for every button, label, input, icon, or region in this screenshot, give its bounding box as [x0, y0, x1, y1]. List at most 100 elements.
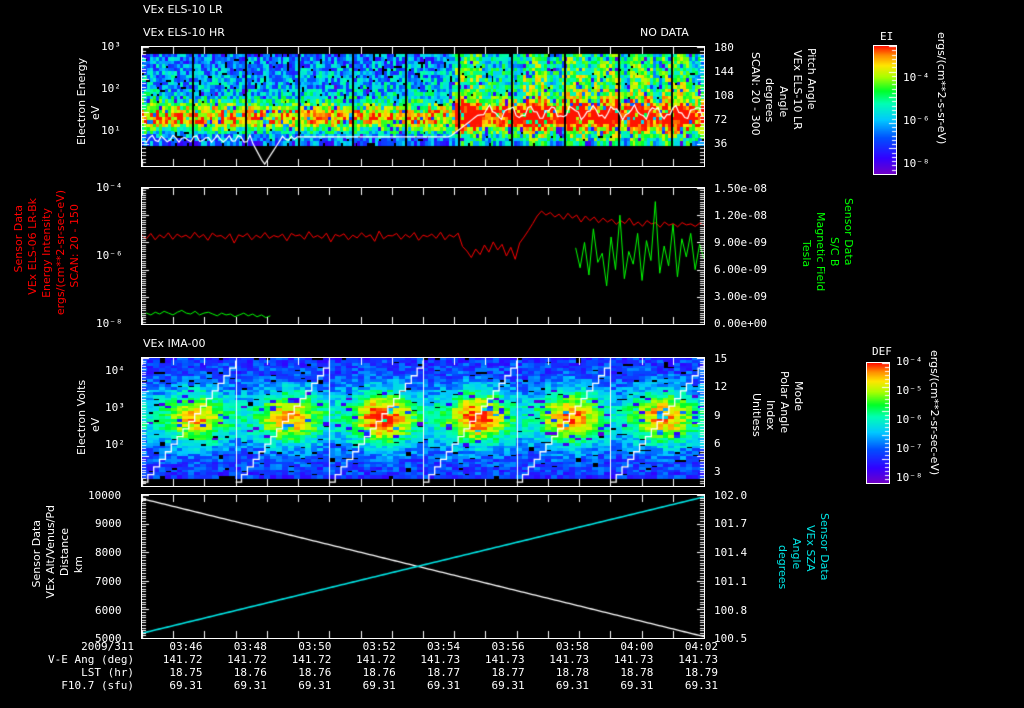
- p2-right-label-2: Magnetic Field: [814, 212, 827, 292]
- table-cell: 03:52: [362, 640, 396, 653]
- p4-rtick-2: 101.4: [714, 546, 748, 559]
- p2-rtick-0: 1.50e-08: [714, 182, 767, 195]
- table-cell: 141.73: [420, 653, 461, 666]
- table-cell: 141.72: [227, 653, 267, 666]
- table-cell: 69.31: [555, 679, 590, 692]
- colorbar1-gradient: [873, 45, 897, 175]
- p1-rtick-1: 144: [714, 65, 734, 78]
- table-cell: 03:54: [427, 640, 461, 653]
- p3-left-axis-unit: eV: [76, 408, 102, 448]
- p4-right-label-0: Sensor Data: [818, 513, 831, 581]
- p3-ytick-0: 10⁴: [105, 364, 125, 377]
- cb3-tick-0: 10⁻⁴: [896, 355, 923, 368]
- table-cell: 03:46: [169, 640, 203, 653]
- p1-rtick-4: 36: [714, 137, 728, 150]
- p3-left-l1: eV: [89, 417, 102, 432]
- p1-rtick-0: 180: [714, 41, 734, 54]
- cb3-tick-2: 10⁻⁶: [896, 413, 923, 426]
- p4-rtick-3: 101.1: [714, 575, 748, 588]
- p4-left-label-1: VEx Alt/Venus/Pd: [44, 505, 57, 599]
- table-row: F10.7 (sfu) 69.31 69.31 69.31 69.31 69.31 69.3…: [0, 679, 720, 692]
- table-row-header: V-E Ang (deg): [47, 653, 135, 666]
- table-row-header: 2009/311: [81, 640, 135, 653]
- p3-rtick-1: 12: [714, 380, 728, 393]
- altitude-sza-canvas: [142, 495, 704, 638]
- ima-spectrogram-canvas: [142, 358, 704, 486]
- p3-rtick-3: 6: [714, 437, 721, 450]
- p3-right-label-2: Index: [764, 400, 777, 431]
- table-cell: 03:58: [555, 640, 590, 653]
- p4-right-label-1: VEx SZA: [804, 525, 817, 572]
- table-cell: 141.73: [613, 653, 654, 666]
- colorbar3-gradient: [866, 362, 890, 484]
- p4-left-label-3: km: [72, 556, 85, 574]
- table-cell: 141.73: [549, 653, 590, 666]
- table-cell: 69.31: [233, 679, 267, 692]
- table-cell: 141.72: [291, 653, 332, 666]
- p1-rtick-2: 108: [714, 89, 734, 102]
- table-cell: 03:56: [491, 640, 525, 653]
- table-cell: 04:02: [684, 640, 718, 653]
- table-cell: 69.31: [491, 679, 525, 692]
- p2-ytick-2: 10⁻⁸: [96, 317, 123, 330]
- cb1-tick-1: 10⁻⁶: [903, 114, 930, 127]
- table-cell: 04:00: [620, 640, 654, 653]
- p2-right-label-0: Sensor Data: [842, 198, 855, 266]
- p4-ytick-1: 9000: [95, 517, 122, 530]
- table-cell: 69.31: [620, 679, 654, 692]
- p2-left-label-0: Sensor Data: [12, 205, 25, 273]
- p1-ytick-0: 10³: [101, 40, 121, 53]
- panel1-left-axis-unit: eV: [76, 96, 102, 136]
- table-cell: 18.76: [362, 666, 396, 679]
- p2-ytick-0: 10⁻⁴: [96, 181, 123, 194]
- intensity-bfield-canvas: [142, 188, 704, 324]
- p3-right-label-0: Mode: [792, 381, 805, 411]
- p3-ytick-1: 10³: [105, 401, 125, 414]
- p1-right-label-4: SCAN: 20 - 300: [749, 52, 762, 136]
- p3-right-label-3: Unitless: [750, 393, 763, 437]
- table-row: V-E Ang (deg) 141.72 141.72 141.72 141.72 141…: [0, 653, 720, 666]
- panel-altitude-sza: [141, 494, 705, 639]
- p2-rtick-2: 9.00e-09: [714, 236, 767, 249]
- table-cell: 69.31: [684, 679, 718, 692]
- p4-rtick-0: 102.0: [714, 489, 748, 502]
- table-cell: 03:50: [298, 640, 332, 653]
- p1-right-label-3: degrees: [763, 78, 776, 123]
- p2-left-label-1: VEx ELS-06 LR-Bk: [26, 198, 39, 295]
- p4-left-label-2: Distance: [58, 528, 71, 577]
- table-cell: 18.78: [620, 666, 654, 679]
- p4-right-label-2: Angle: [790, 538, 803, 570]
- panel-intensity-bfield: [141, 187, 705, 325]
- cb3-tick-1: 10⁻⁵: [896, 384, 923, 397]
- p2-left-label-2: Energy Intensity: [40, 208, 53, 298]
- p1-right-label-2: Angle: [777, 86, 790, 118]
- p4-ytick-3: 7000: [95, 575, 122, 588]
- table-cell: 69.31: [298, 679, 332, 692]
- p3-rtick-4: 3: [714, 465, 721, 478]
- p4-left-label-0: Sensor Data: [30, 520, 43, 588]
- table-cell: 18.76: [233, 666, 267, 679]
- p2-right-label-1: S/C B: [828, 237, 841, 267]
- p4-rtick-5: 100.5: [714, 632, 748, 645]
- cb1-tick-2: 10⁻⁸: [903, 157, 930, 170]
- panel-ima-spectrogram: [141, 357, 705, 487]
- p1-left-l1: eV: [89, 105, 102, 120]
- table-cell: 18.76: [298, 666, 332, 679]
- p1-ytick-2: 10¹: [101, 124, 121, 137]
- colorbar1-title: EI: [880, 30, 894, 43]
- p3-rtick-2: 9: [714, 409, 721, 422]
- p4-right-label-3: degrees: [776, 545, 789, 590]
- cb3-tick-3: 10⁻⁷: [896, 442, 923, 455]
- table-cell: 141.72: [162, 653, 203, 666]
- table-row-header: F10.7 (sfu): [61, 679, 135, 692]
- table-cell: 18.77: [491, 666, 525, 679]
- p2-rtick-4: 3.00e-09: [714, 290, 767, 303]
- els-spectrogram-canvas: [142, 47, 704, 166]
- p1-right-label-0: Pitch Angle: [805, 48, 818, 110]
- no-data-label: NO DATA: [640, 26, 689, 39]
- p3-rtick-0: 15: [714, 352, 728, 365]
- table-cell: 141.73: [484, 653, 525, 666]
- table-row: 2009/311 03:46 03:48 03:50 03:52 03:54 03:56 03…: [0, 640, 720, 653]
- p4-ytick-4: 6000: [95, 604, 122, 617]
- p1-rtick-3: 72: [714, 113, 728, 126]
